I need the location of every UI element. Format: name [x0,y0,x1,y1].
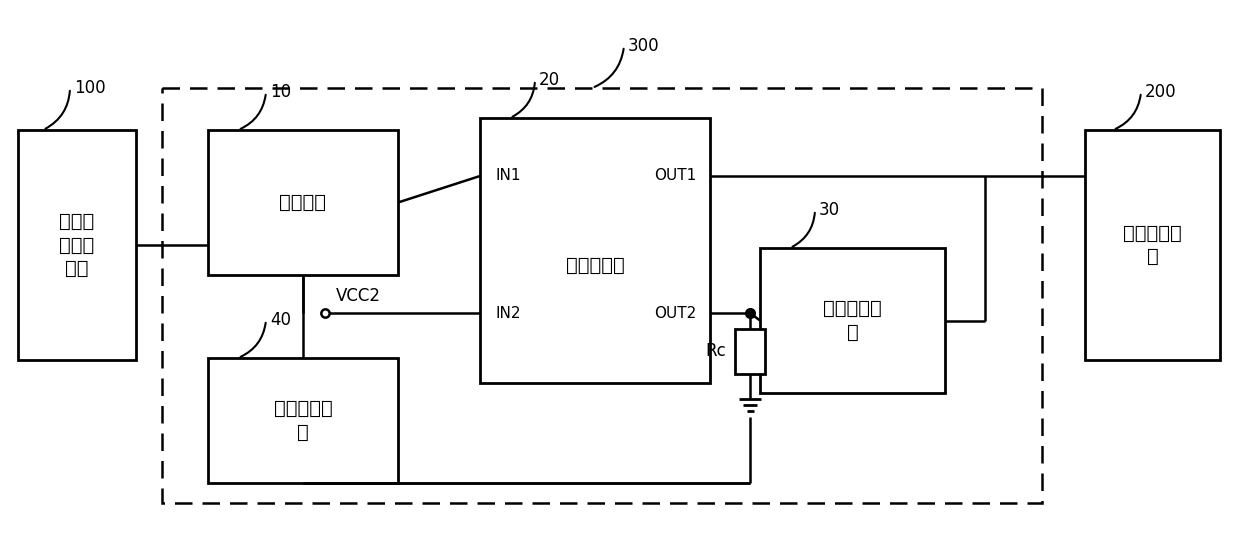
Bar [735,329,764,374]
Text: IN2: IN2 [496,306,520,321]
Text: 200: 200 [1145,83,1177,101]
Text: 电流跟随器: 电流跟随器 [566,256,624,275]
Text: VCC2: VCC2 [336,287,380,305]
Bar [479,118,710,383]
Text: 电源管
理集成
电路: 电源管 理集成 电路 [59,212,94,278]
Bar [760,248,945,393]
Bar [162,88,1042,503]
Text: IN1: IN1 [496,168,520,183]
Text: 300: 300 [628,37,659,55]
Text: 20: 20 [539,71,560,89]
Text: OUT1: OUT1 [654,168,696,183]
Text: 30: 30 [819,201,840,219]
Text: 电压比较电
路: 电压比较电 路 [823,299,882,342]
Text: 100: 100 [74,79,105,97]
Bar [1085,130,1220,360]
Text: OUT2: OUT2 [654,306,696,321]
Text: 信号锁存电
路: 信号锁存电 路 [274,399,332,442]
Text: Rc: Rc [705,343,726,361]
Text: 10: 10 [270,83,291,101]
Text: 40: 40 [270,311,291,329]
Text: 开关电路: 开关电路 [280,193,327,212]
Text: 源极驱动芯
片: 源极驱动芯 片 [1123,224,1182,266]
Bar [208,358,398,483]
Bar [19,130,136,360]
Bar [208,130,398,275]
